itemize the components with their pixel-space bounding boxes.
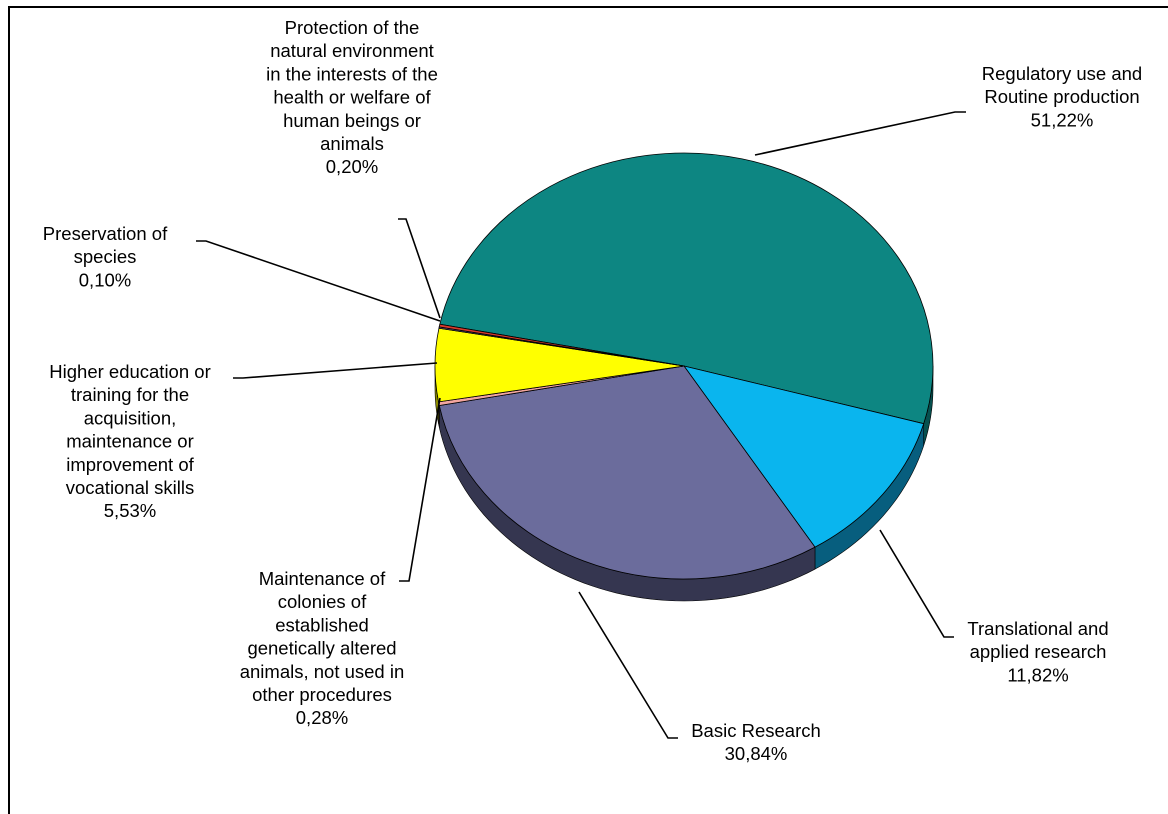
slice-label-line: Higher education or <box>49 361 210 382</box>
slice-label: Higher education or training for the acqui… <box>49 361 210 521</box>
slice-label: Basic Research 30,84% <box>691 720 821 764</box>
slice-label-line: maintenance or <box>66 431 194 452</box>
slice-label-line: in the interests of the <box>266 63 438 84</box>
slice-value-label: 30,84% <box>725 743 788 764</box>
slice-label-line: species <box>74 246 137 267</box>
chart-frame <box>8 6 1168 814</box>
slice-label-line: human beings or <box>283 110 421 131</box>
pie-slice <box>438 365 816 580</box>
slice-label-line: Protection of the <box>285 17 420 38</box>
slice-label-line: genetically altered <box>247 638 396 659</box>
slice-label-line: animals <box>320 133 384 154</box>
slice-label-line: Basic Research <box>691 720 821 741</box>
slice-label: Protection of the natural environment in t… <box>266 17 438 177</box>
slice-value-label: 0,28% <box>296 707 348 728</box>
slice-label-line: improvement of <box>66 454 194 475</box>
slice-label-line: acquisition, <box>84 407 177 428</box>
slice-label-line: health or welfare of <box>273 87 431 108</box>
slice-label-line: applied research <box>970 641 1107 662</box>
pie-slice <box>683 365 925 548</box>
slice-label: Regulatory use and Routine production 51,2… <box>982 63 1142 130</box>
slice-value-label: 51,22% <box>1031 109 1094 130</box>
slice-label-line: Routine production <box>984 86 1139 107</box>
slice-label-line: established <box>275 614 369 635</box>
leader-line <box>879 529 954 638</box>
slice-value-label: 0,10% <box>79 269 131 290</box>
slice-label-line: colonies of <box>278 591 367 612</box>
slice-value-label: 5,53% <box>104 500 156 521</box>
slice-label: Translational and applied research 11,82% <box>967 618 1108 685</box>
slice-value-label: 11,82% <box>1007 664 1068 685</box>
slice-label-line: Translational and <box>967 618 1108 639</box>
leader-lines <box>196 111 966 739</box>
leader-line <box>398 218 441 319</box>
slice-label-line: Preservation of <box>43 223 168 244</box>
leader-line <box>196 240 441 322</box>
slice-label-line: training for the <box>71 384 189 405</box>
slice-label-line: natural environment <box>270 40 434 61</box>
leader-line <box>578 591 678 739</box>
slice-label-line: other procedures <box>252 684 392 705</box>
slice-label: Maintenance of colonies of established gene… <box>240 568 405 728</box>
slice-label: Preservation of species 0,10% <box>43 223 168 290</box>
slice-label-line: animals, not used in <box>240 661 405 682</box>
slice-value-label: 0,20% <box>326 156 378 177</box>
pie-slices <box>434 152 934 580</box>
slice-label-line: Maintenance of <box>259 568 386 589</box>
pie-slice <box>438 323 685 367</box>
slice-label-line: vocational skills <box>66 477 195 498</box>
slice-label-line: Regulatory use and <box>982 63 1142 84</box>
slice-labels: Regulatory use and Routine production 51,2… <box>43 17 1142 764</box>
leader-line <box>754 111 966 156</box>
leader-line <box>399 397 441 582</box>
leader-line <box>233 362 438 379</box>
pie-slice <box>439 152 934 425</box>
